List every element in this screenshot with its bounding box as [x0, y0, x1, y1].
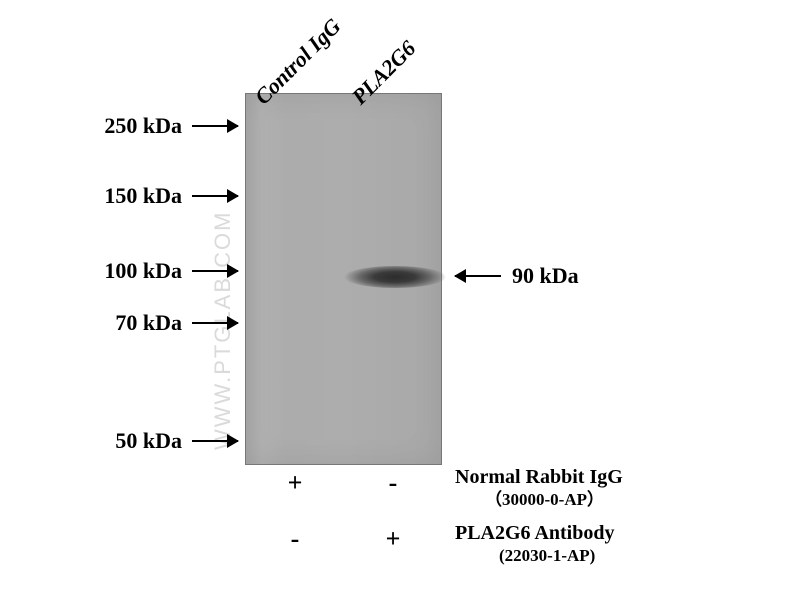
arrow-icon [455, 275, 501, 277]
legend-row-2: PLA2G6 Antibody (22030-1-AP) [455, 522, 614, 566]
legend-label: PLA2G6 Antibody [455, 522, 614, 544]
mw-marker-100: 100 kDa [80, 258, 182, 284]
mw-marker-50: 50 kDa [96, 428, 182, 454]
arrow-icon [192, 195, 238, 197]
arrow-icon [192, 322, 238, 324]
figure-root: WWW.PTGLAB.COM Control IgG PLA2G6 250 kD… [0, 0, 800, 600]
arrow-icon [192, 125, 238, 127]
legend-sublabel: （30000-0-AP） [485, 490, 604, 509]
legend-label: Normal Rabbit IgG [455, 466, 623, 488]
detected-band [344, 266, 446, 288]
legend-row-1: Normal Rabbit IgG （30000-0-AP） [455, 466, 623, 510]
legend-sublabel: (22030-1-AP) [499, 546, 595, 565]
condition-symbol: - [280, 524, 310, 554]
arrow-icon [192, 270, 238, 272]
mw-marker-150: 150 kDa [80, 183, 182, 209]
condition-symbol: + [378, 524, 408, 554]
mw-marker-250: 250 kDa [80, 113, 182, 139]
mw-marker-70: 70 kDa [96, 310, 182, 336]
watermark-text: WWW.PTGLAB.COM [210, 211, 236, 450]
condition-symbol: - [378, 468, 408, 498]
band-size-label: 90 kDa [512, 263, 579, 289]
condition-symbol: + [280, 468, 310, 498]
arrow-icon [192, 440, 238, 442]
western-blot-membrane [245, 93, 442, 465]
